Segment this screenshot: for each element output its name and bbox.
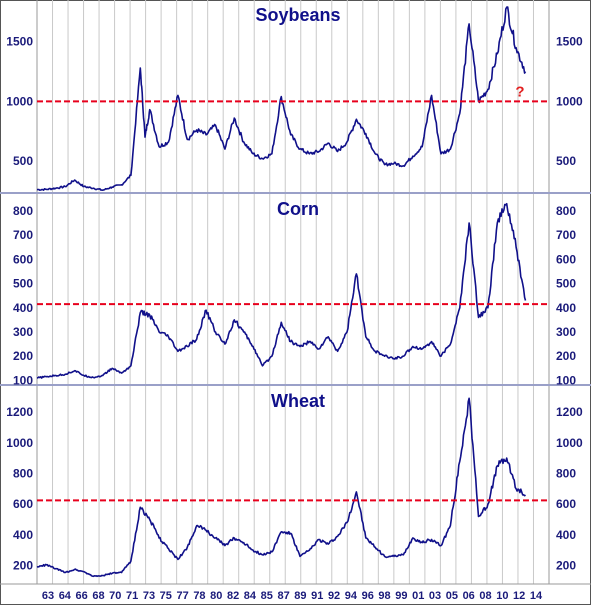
x-tick-label: 66 [76,590,88,602]
x-tick-label: 91 [311,590,323,602]
x-tick-label: 63 [42,590,54,602]
y-tick-label-right: 500 [556,277,576,291]
panel-title: Soybeans [255,5,340,25]
y-tick-label-right: 1200 [556,405,583,419]
y-tick-label-left: 700 [13,228,33,242]
x-tick-label: 89 [294,590,306,602]
y-tick-label-right: 300 [556,325,576,339]
y-tick-label-left: 500 [13,154,33,168]
x-tick-label: 68 [92,590,104,602]
y-tick-label-right: 100 [556,373,576,387]
y-tick-label-left: 100 [13,373,33,387]
x-tick-label: 05 [446,590,458,602]
x-tick-label: 85 [261,590,273,602]
x-tick-label: 03 [429,590,441,602]
x-tick-label: 01 [412,590,424,602]
x-tick-label: 77 [176,590,188,602]
y-tick-label-left: 1000 [6,436,33,450]
x-tick-label: 12 [513,590,525,602]
y-tick-label-right: 400 [556,528,576,542]
y-tick-label-right: 400 [556,301,576,315]
x-tick-label: 78 [193,590,205,602]
y-tick-label-left: 400 [13,301,33,315]
y-tick-label-left: 300 [13,325,33,339]
x-tick-label: 14 [530,590,543,602]
x-tick-label: 75 [160,590,172,602]
x-tick-label: 06 [463,590,475,602]
y-tick-label-right: 600 [556,497,576,511]
x-tick-label: 80 [210,590,222,602]
panel-title: Wheat [271,391,325,411]
x-tick-label: 99 [395,590,407,602]
y-tick-label-left: 800 [13,204,33,218]
y-tick-label-right: 600 [556,252,576,266]
y-tick-label-left: 1500 [6,35,33,49]
x-tick-label: 96 [362,590,374,602]
y-tick-label-right: 800 [556,204,576,218]
panel-title: Corn [277,199,319,219]
y-tick-label-left: 800 [13,466,33,480]
x-tick-label: 64 [59,590,72,602]
y-tick-label-left: 200 [13,349,33,363]
x-tick-label: 98 [378,590,390,602]
x-tick-label: 10 [496,590,508,602]
x-tick-label: 94 [345,590,358,602]
x-tick-label: 82 [227,590,239,602]
reference-line-label: ? [515,83,524,100]
y-tick-label-left: 1000 [6,94,33,108]
y-tick-label-left: 200 [13,559,33,573]
x-tick-label: 70 [109,590,121,602]
price-series-line [36,397,526,578]
y-tick-label-left: 500 [13,277,33,291]
x-tick-label: 87 [277,590,289,602]
price-series-line [37,6,527,191]
y-tick-label-left: 1200 [6,405,33,419]
y-tick-label-right: 1000 [556,94,583,108]
y-tick-label-right: 1000 [556,436,583,450]
y-tick-label-right: 700 [556,228,576,242]
x-tick-label: 73 [143,590,155,602]
y-tick-label-right: 200 [556,559,576,573]
y-tick-label-right: 800 [556,466,576,480]
x-tick-label: 71 [126,590,138,602]
y-tick-label-left: 600 [13,497,33,511]
y-tick-label-right: 200 [556,349,576,363]
y-tick-label-left: 400 [13,528,33,542]
x-tick-label: 84 [244,590,257,602]
y-tick-label-left: 600 [13,252,33,266]
x-tick-label: 08 [479,590,491,602]
x-tick-label: 92 [328,590,340,602]
y-tick-label-right: 500 [556,154,576,168]
price-series-line [36,202,527,379]
y-tick-label-right: 1500 [556,35,583,49]
